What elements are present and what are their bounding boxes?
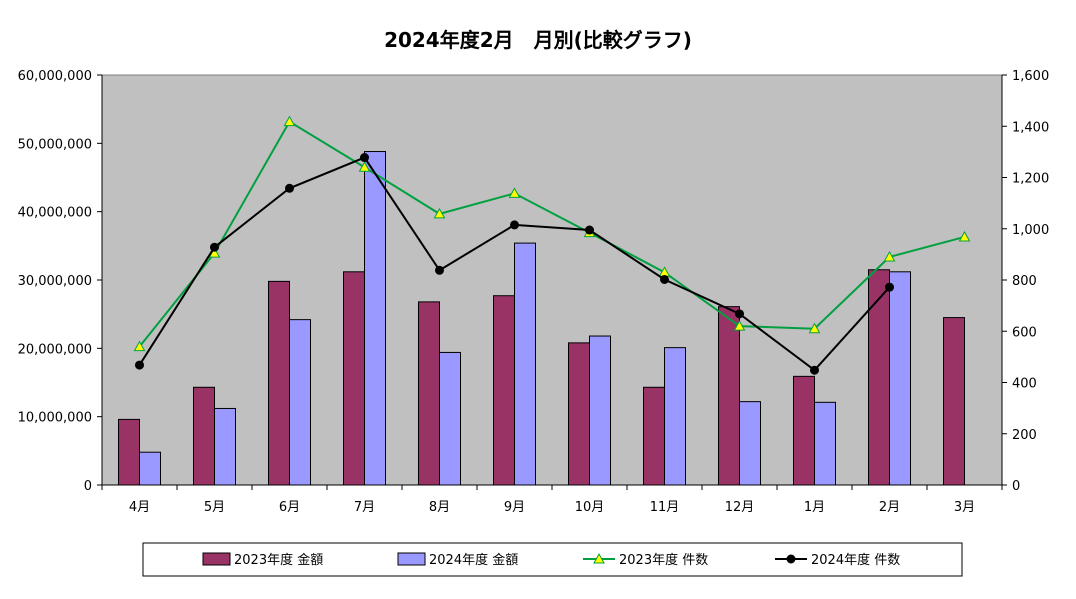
chart-title: 2024年度2月 月別(比較グラフ) [384,28,692,52]
right-axis-tick-label: 1,000 [1012,223,1049,238]
legend-2024-count-label: 2024年度 件数 [811,552,900,568]
bar-2024-amount [739,401,761,486]
legend-2023-amount-label: 2023年度 金額 [234,552,323,568]
bar-2024-amount [364,151,386,486]
bar-2024-amount [439,351,461,486]
right-axis-tick-label: 1,400 [1012,120,1049,135]
x-axis-tick-label: 2月 [879,500,900,515]
legend-2024-amount-label: 2024年度 金額 [429,552,518,568]
x-axis-tick-label: 11月 [650,500,680,515]
point-2024-count [135,360,144,370]
point-2023-count [133,340,146,352]
x-axis-tick-label: 7月 [354,500,375,515]
right-axis-tick-label: 1,600 [1012,69,1049,84]
left-axis-tick-label: 60,000,000 [18,69,92,84]
line-2023-count [138,120,965,348]
bar-2023-amount [643,386,665,486]
right-axis-tick-label: 400 [1012,377,1037,392]
x-axis-tick-label: 10月 [575,500,605,515]
legend-items: 2023年度 金額 2024年度 金額 2023年度 件数 2024年度 件数 [202,552,900,568]
point-2024-count [285,183,294,193]
bars-group [118,151,965,486]
bar-2023-amount [493,295,515,486]
legend-2023-amount-swatch [202,552,231,566]
bar-2023-amount [193,386,215,486]
bar-2023-amount [868,269,890,486]
point-2024-count [435,265,444,275]
point-2024-count [735,309,744,319]
legend-2023-count-label: 2023年度 件数 [619,552,708,568]
bar-2024-amount [589,335,611,486]
bar-2023-amount [793,375,815,486]
right-axis-tick-label: 800 [1012,274,1037,289]
point-2024-count [660,274,669,284]
left-axis-tick-label: 10,000,000 [18,411,92,426]
x-axis-tick-label: 12月 [725,500,755,515]
bar-2024-amount [664,347,686,486]
bar-2023-amount [343,271,365,486]
point-2024-count [360,153,369,163]
point-2024-count [210,242,219,252]
legend-2024-count-marker [786,554,796,564]
left-axis-tick-label: 20,000,000 [18,342,92,357]
bar-2023-amount [718,306,740,486]
bar-2023-amount [568,342,590,486]
point-2023-count [433,207,446,219]
bar-2024-amount [889,271,911,486]
point-2024-count [510,220,519,230]
x-axis-tick-label: 5月 [204,500,225,515]
legend-2023-count-marker [593,552,605,564]
bar-2023-amount [943,317,965,486]
left-axis-tick-label: 0 [84,479,92,494]
point-2023-count [733,320,746,331]
point-2023-count [883,250,896,262]
x-axis-tick-label: 6月 [279,500,300,515]
legend-2024-amount-swatch [397,552,426,566]
point-2023-count [958,230,971,242]
point-2023-count [808,322,821,334]
bar-2024-amount [289,319,311,486]
bar-2024-amount [214,407,236,486]
legend [142,542,963,577]
lines-group [133,115,971,375]
right-axis-tick-label: 600 [1012,325,1037,340]
bar-2024-amount [514,242,536,486]
left-axis-tick-label: 50,000,000 [18,137,92,152]
bar-2023-amount [418,301,440,486]
x-axis-tick-label: 8月 [429,500,450,515]
point-2023-count [358,161,371,172]
point-2023-count [283,115,296,127]
axes-group [97,74,1007,490]
right-axis-tick-label: 1,200 [1012,172,1049,187]
right-axis-tick-label: 200 [1012,428,1037,443]
left-axis-tick-label: 40,000,000 [18,206,92,221]
bar-2024-amount [139,451,161,486]
x-axis-tick-label: 3月 [954,500,975,515]
x-axis-tick-label: 4月 [129,500,150,515]
point-2024-count [585,225,594,235]
point-2024-count [885,282,894,292]
point-2023-count [508,187,521,198]
bar-2024-amount [814,401,836,486]
bar-2023-amount [268,280,290,486]
plot-area [101,74,1003,486]
x-axis-tick-label: 9月 [504,500,525,515]
tick-labels-group: 0 10,000,000 20,000,000 30,000,000 40,000,00… [18,69,1050,515]
x-axis-tick-label: 1月 [804,500,825,515]
right-axis-tick-label: 0 [1012,479,1020,494]
left-axis-tick-label: 30,000,000 [18,274,92,289]
bar-2023-amount [118,418,140,486]
point-2024-count [810,365,819,375]
